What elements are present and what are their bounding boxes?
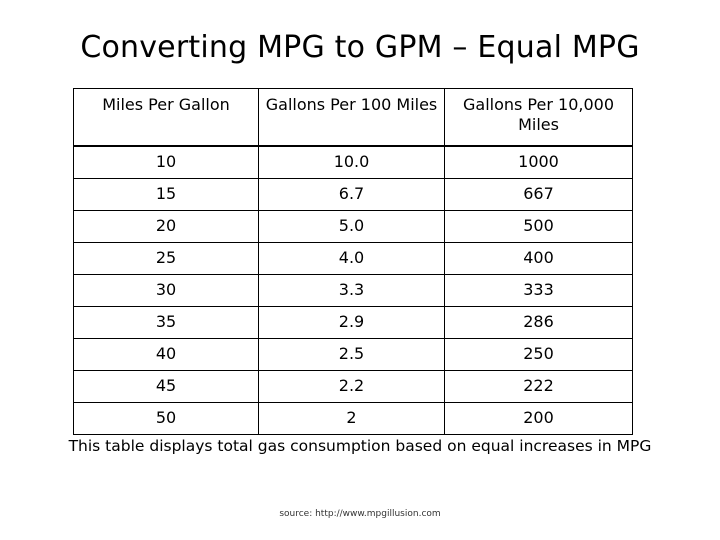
cell-gallons-per-100: 4.0 [258,242,445,275]
cell-mpg: 45 [73,370,259,403]
table-row: 40 2.5 250 [73,338,633,371]
table-row: 10 10.0 1000 [73,145,633,179]
cell-gallons-per-100: 5.0 [258,210,445,243]
cell-gallons-per-10000: 200 [444,402,633,435]
cell-mpg: 50 [73,402,259,435]
cell-gallons-per-10000: 250 [444,338,633,371]
cell-mpg: 35 [73,306,259,339]
cell-mpg: 25 [73,242,259,275]
cell-gallons-per-100: 2.2 [258,370,445,403]
cell-gallons-per-100: 2.5 [258,338,445,371]
cell-gallons-per-100: 2.9 [258,306,445,339]
cell-gallons-per-10000: 286 [444,306,633,339]
cell-gallons-per-10000: 500 [444,210,633,243]
header-gallons-per-10000-miles: Gallons Per 10,000 Miles [444,88,633,147]
table-header-row: Miles Per Gallon Gallons Per 100 Miles G… [73,88,633,147]
cell-gallons-per-10000: 667 [444,178,633,211]
cell-gallons-per-10000: 222 [444,370,633,403]
table-row: 45 2.2 222 [73,370,633,403]
mpg-conversion-table: Miles Per Gallon Gallons Per 100 Miles G… [73,88,633,435]
cell-mpg: 40 [73,338,259,371]
source-link[interactable]: source: http://www.mpgillusion.com [279,509,441,519]
cell-mpg: 20 [73,210,259,243]
header-gallons-per-100-miles: Gallons Per 100 Miles [258,88,445,147]
cell-mpg: 10 [73,145,259,179]
cell-gallons-per-100: 10.0 [258,145,445,179]
table-caption: This table displays total gas consumptio… [68,437,652,455]
cell-mpg: 15 [73,178,259,211]
cell-gallons-per-100: 3.3 [258,274,445,307]
slide-title: Converting MPG to GPM – Equal MPG [80,30,640,65]
cell-gallons-per-100: 2 [258,402,445,435]
table-row: 35 2.9 286 [73,306,633,339]
table-row: 50 2 200 [73,402,633,435]
table-row: 25 4.0 400 [73,242,633,275]
cell-gallons-per-100: 6.7 [258,178,445,211]
cell-gallons-per-10000: 400 [444,242,633,275]
cell-gallons-per-10000: 333 [444,274,633,307]
cell-mpg: 30 [73,274,259,307]
table-row: 15 6.7 667 [73,178,633,211]
table-row: 20 5.0 500 [73,210,633,243]
cell-gallons-per-10000: 1000 [444,145,633,179]
header-miles-per-gallon: Miles Per Gallon [73,88,259,147]
table-row: 30 3.3 333 [73,274,633,307]
